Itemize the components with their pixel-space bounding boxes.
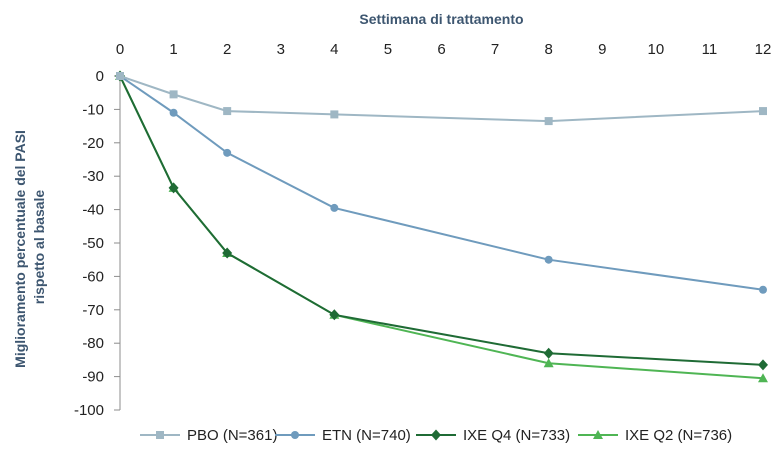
- data-point-ixe: [543, 347, 554, 359]
- y-tick-labels: 0 -10 -20 -30 -40 -50 -60 -70 -80 -90 -100: [74, 68, 104, 419]
- series-pbo: [116, 72, 767, 126]
- x-tick-label: 5: [384, 41, 392, 58]
- y-tick-label: -70: [82, 302, 104, 319]
- x-tick-label: 3: [277, 41, 285, 58]
- x-axis-title: Settimana di trattamento: [359, 11, 523, 27]
- y-tick-label: -50: [82, 235, 104, 252]
- series-line-etn: [119, 75, 764, 291]
- data-point-etn: [223, 148, 232, 157]
- x-tick-label: 8: [544, 41, 552, 58]
- data-point-etn: [169, 108, 178, 117]
- data-point-pbo: [116, 72, 124, 80]
- legend: PBO (N=361) ETN (N=740) IXE Q4 (N=733) IXE …: [140, 427, 732, 444]
- data-point-pbo: [223, 107, 232, 116]
- series-layer: [115, 70, 768, 383]
- data-point-ixe: [222, 247, 233, 259]
- y-axis-title: Miglioramento percentuale del PASI rispe…: [12, 126, 47, 368]
- legend-label-etn: ETN (N=740): [322, 427, 411, 444]
- legend-item-etn: ETN (N=740): [275, 427, 411, 444]
- legend-item-ixe: IXE Q2 (N=736): [578, 427, 732, 444]
- legend-item-pbo: PBO (N=361): [140, 427, 277, 444]
- data-point-etn: [544, 255, 553, 264]
- y-tick-label: -10: [82, 101, 104, 118]
- y-tick-label: -90: [82, 369, 104, 386]
- x-tick-label: 10: [647, 41, 664, 58]
- data-point-etn: [330, 203, 339, 212]
- y-tick-label: -60: [82, 268, 104, 285]
- legend-marker-ixe: [431, 429, 441, 441]
- data-point-pbo: [759, 107, 767, 116]
- x-tick-labels: 0 1 2 3 4 5 6 7 8 9 10 11 12: [116, 41, 771, 58]
- x-tick-label: 4: [330, 41, 338, 58]
- legend-marker-pbo: [156, 431, 164, 439]
- x-tick-label: 7: [491, 41, 499, 58]
- y-tick-label: -30: [82, 168, 104, 185]
- legend-label-pbo: PBO (N=361): [187, 427, 277, 444]
- legend-label-ixe: IXE Q2 (N=736): [625, 427, 732, 444]
- x-tick-label: 1: [169, 41, 177, 58]
- data-point-ixe: [758, 373, 768, 383]
- y-tick-label: 0: [96, 68, 104, 85]
- x-tick-label: 2: [223, 41, 231, 58]
- data-point-pbo: [544, 117, 553, 126]
- y-axis-title-line-1: Miglioramento percentuale del PASI: [12, 130, 28, 368]
- legend-item-ixe: IXE Q4 (N=733): [416, 427, 570, 444]
- data-point-ixe: [543, 358, 554, 368]
- y-tick-label: -100: [74, 402, 104, 419]
- y-tick-marks: [114, 75, 120, 411]
- x-tick-label: 12: [755, 41, 771, 58]
- data-point-ixe: [168, 182, 179, 194]
- y-tick-label: -40: [82, 202, 104, 219]
- x-tick-label: 9: [598, 41, 606, 58]
- data-point-pbo: [169, 90, 178, 99]
- x-tick-label: 0: [116, 41, 124, 58]
- y-tick-label: -80: [82, 335, 104, 352]
- series-line-ixe: [119, 75, 764, 366]
- legend-marker-etn: [291, 431, 299, 439]
- data-point-ixe: [329, 309, 340, 321]
- legend-marker-ixe: [593, 430, 603, 439]
- x-tick-label: 6: [437, 41, 445, 58]
- y-tick-label: -20: [82, 135, 104, 152]
- y-axis-title-line-2: rispetto al basale: [31, 190, 47, 305]
- x-tick-label: 11: [702, 41, 718, 58]
- data-point-ixe: [758, 359, 768, 371]
- series-line-pbo: [119, 75, 764, 123]
- data-point-etn: [759, 285, 767, 294]
- series-etn: [116, 72, 767, 294]
- legend-label-ixe: IXE Q4 (N=733): [463, 427, 570, 444]
- series-line-ixe: [119, 75, 764, 380]
- data-point-pbo: [330, 110, 339, 119]
